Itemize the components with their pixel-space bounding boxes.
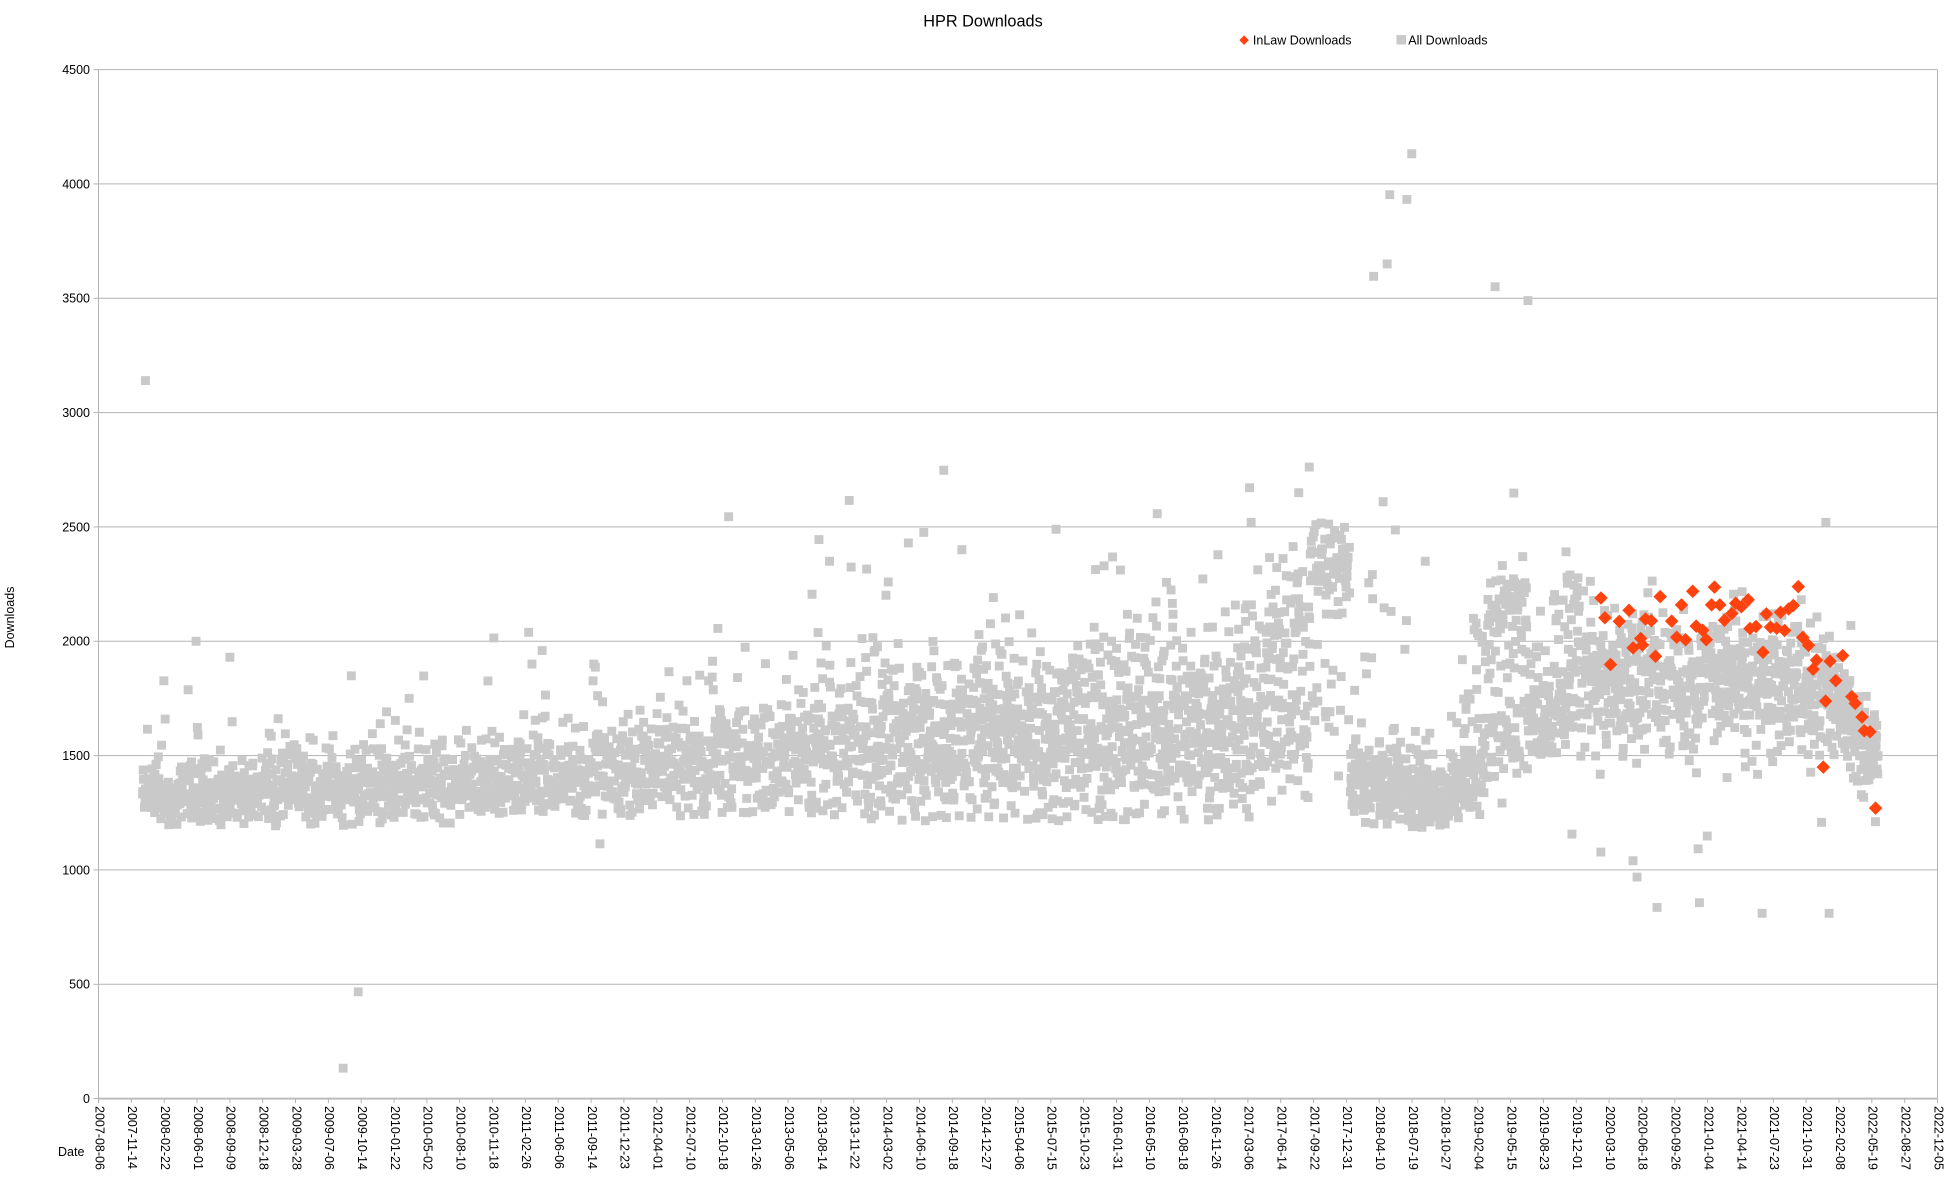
svg-text:2020-06-18: 2020-06-18 <box>1636 1106 1650 1170</box>
svg-text:2019-08-23: 2019-08-23 <box>1537 1106 1551 1170</box>
svg-text:1000: 1000 <box>62 863 90 877</box>
svg-text:2021-10-31: 2021-10-31 <box>1800 1106 1814 1170</box>
svg-text:2010-05-02: 2010-05-02 <box>421 1106 435 1170</box>
svg-text:2008-02-22: 2008-02-22 <box>158 1106 172 1170</box>
svg-text:2017-12-31: 2017-12-31 <box>1340 1106 1354 1170</box>
svg-text:HPR Downloads: HPR Downloads <box>923 13 1042 31</box>
svg-text:2022-12-05: 2022-12-05 <box>1931 1106 1945 1170</box>
svg-text:2021-04-14: 2021-04-14 <box>1734 1106 1748 1170</box>
svg-text:2016-08-18: 2016-08-18 <box>1176 1106 1190 1170</box>
svg-text:Downloads: Downloads <box>3 587 17 649</box>
svg-text:2500: 2500 <box>62 520 90 534</box>
svg-text:2009-10-14: 2009-10-14 <box>355 1106 369 1170</box>
svg-text:3500: 3500 <box>62 292 90 306</box>
svg-text:2020-03-10: 2020-03-10 <box>1603 1106 1617 1170</box>
svg-text:2010-01-22: 2010-01-22 <box>388 1106 402 1170</box>
svg-text:2016-11-26: 2016-11-26 <box>1209 1106 1223 1169</box>
svg-text:1500: 1500 <box>62 749 90 763</box>
svg-text:2014-12-27: 2014-12-27 <box>979 1106 993 1170</box>
svg-text:2008-06-01: 2008-06-01 <box>191 1106 205 1170</box>
svg-text:2012-07-10: 2012-07-10 <box>683 1106 697 1170</box>
svg-text:2021-07-23: 2021-07-23 <box>1767 1106 1781 1170</box>
svg-text:2008-09-09: 2008-09-09 <box>224 1106 238 1170</box>
svg-text:2015-07-15: 2015-07-15 <box>1045 1106 1059 1170</box>
svg-text:2014-03-02: 2014-03-02 <box>880 1106 894 1170</box>
svg-text:2009-07-06: 2009-07-06 <box>322 1106 336 1170</box>
svg-text:2019-05-15: 2019-05-15 <box>1504 1106 1518 1170</box>
svg-text:2022-05-19: 2022-05-19 <box>1866 1106 1880 1170</box>
svg-text:2018-04-10: 2018-04-10 <box>1373 1106 1387 1170</box>
svg-text:0: 0 <box>83 1092 90 1106</box>
svg-text:2008-12-18: 2008-12-18 <box>257 1106 271 1170</box>
svg-text:2022-08-27: 2022-08-27 <box>1899 1106 1913 1170</box>
svg-text:2013-01-26: 2013-01-26 <box>749 1106 763 1170</box>
svg-text:2020-09-26: 2020-09-26 <box>1669 1106 1683 1170</box>
svg-text:2022-02-08: 2022-02-08 <box>1833 1106 1847 1170</box>
svg-text:4000: 4000 <box>62 177 90 191</box>
svg-text:2015-10-23: 2015-10-23 <box>1078 1106 1092 1170</box>
svg-text:2019-12-01: 2019-12-01 <box>1570 1106 1584 1170</box>
svg-text:2019-02-04: 2019-02-04 <box>1472 1106 1486 1170</box>
svg-text:500: 500 <box>69 978 90 992</box>
svg-text:2013-05-06: 2013-05-06 <box>782 1106 796 1170</box>
svg-text:2014-06-10: 2014-06-10 <box>913 1106 927 1170</box>
svg-text:3000: 3000 <box>62 406 90 420</box>
svg-text:2010-11-18: 2010-11-18 <box>486 1106 500 1169</box>
svg-text:2015-04-06: 2015-04-06 <box>1012 1106 1026 1170</box>
svg-text:2016-01-31: 2016-01-31 <box>1110 1106 1124 1170</box>
svg-text:2012-04-01: 2012-04-01 <box>651 1106 665 1170</box>
svg-text:2018-10-27: 2018-10-27 <box>1439 1106 1453 1170</box>
svg-text:All Downloads: All Downloads <box>1408 33 1487 47</box>
svg-text:InLaw Downloads: InLaw Downloads <box>1253 33 1352 47</box>
svg-text:4500: 4500 <box>62 63 90 77</box>
svg-text:2018-07-19: 2018-07-19 <box>1406 1106 1420 1170</box>
svg-text:2011-12-23: 2011-12-23 <box>618 1106 632 1169</box>
svg-text:2000: 2000 <box>62 635 90 649</box>
svg-text:2010-08-10: 2010-08-10 <box>454 1106 468 1170</box>
svg-text:2011-09-14: 2011-09-14 <box>585 1106 599 1169</box>
svg-text:2011-02-26: 2011-02-26 <box>519 1106 533 1169</box>
svg-text:Date: Date <box>58 1145 84 1159</box>
svg-text:2013-08-14: 2013-08-14 <box>815 1106 829 1170</box>
svg-text:2021-01-04: 2021-01-04 <box>1701 1106 1715 1170</box>
svg-text:2014-09-18: 2014-09-18 <box>946 1106 960 1170</box>
svg-text:2007-08-06: 2007-08-06 <box>92 1106 106 1170</box>
svg-text:2017-09-22: 2017-09-22 <box>1307 1106 1321 1170</box>
svg-text:2017-03-06: 2017-03-06 <box>1242 1106 1256 1170</box>
svg-text:2011-06-06: 2011-06-06 <box>552 1106 566 1169</box>
svg-text:2009-03-28: 2009-03-28 <box>289 1106 303 1170</box>
svg-text:2017-06-14: 2017-06-14 <box>1275 1106 1289 1170</box>
svg-text:2013-11-22: 2013-11-22 <box>848 1106 862 1169</box>
svg-text:2016-05-10: 2016-05-10 <box>1143 1106 1157 1170</box>
svg-text:2012-10-18: 2012-10-18 <box>716 1106 730 1170</box>
svg-text:2007-11-14: 2007-11-14 <box>125 1106 139 1169</box>
